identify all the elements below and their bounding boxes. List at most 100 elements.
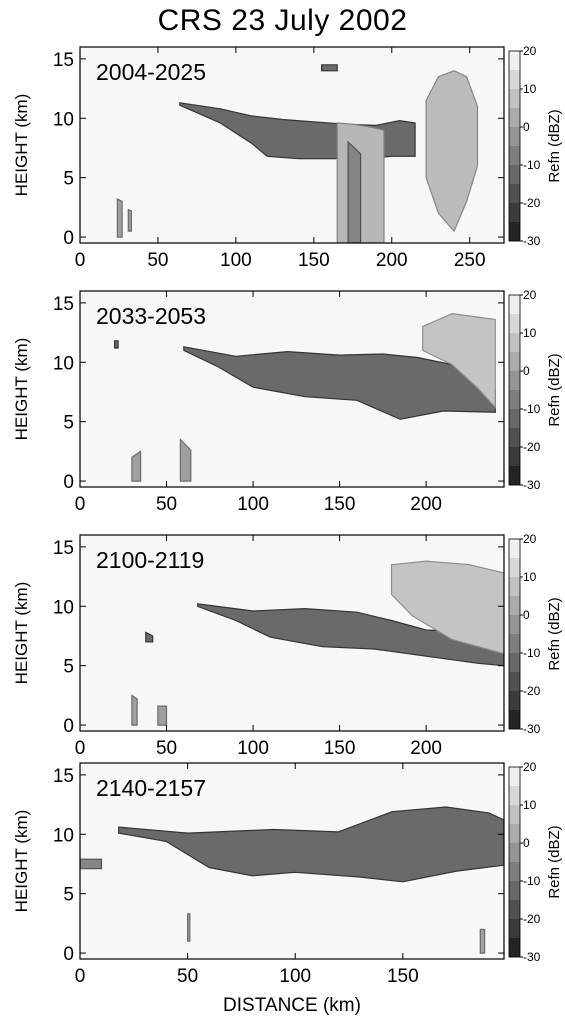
colorbar-segment <box>509 691 520 711</box>
x-tick-label: 200 <box>376 250 408 271</box>
colorbar-segment <box>509 862 520 882</box>
colorbar-tick-label: -20 <box>523 440 541 454</box>
echo-region <box>145 631 154 643</box>
echo-region <box>187 913 191 942</box>
colorbar-segment <box>509 89 520 109</box>
x-tick-label: 0 <box>75 966 86 987</box>
colorbar-segment <box>509 596 520 616</box>
echo-layer <box>131 560 504 726</box>
colorbar-tick-label: 10 <box>523 82 537 96</box>
colorbar-segment <box>509 900 520 920</box>
colorbar-segment <box>509 447 520 467</box>
y-tick-label: 0 <box>63 472 74 493</box>
colorbar-segment <box>509 805 520 825</box>
y-tick-label: 0 <box>63 228 74 249</box>
y-tick-label: 10 <box>53 597 74 618</box>
colorbar-segment <box>509 314 520 334</box>
colorbar-tick-label: -20 <box>523 684 541 698</box>
colorbar-segment <box>509 767 520 787</box>
x-tick-label: 100 <box>220 250 252 271</box>
x-tick-label: 150 <box>324 494 356 515</box>
y-tick-label: 5 <box>63 169 74 190</box>
echo-region <box>183 346 496 420</box>
colorbar-label: Refn (dBZ) <box>546 597 563 670</box>
colorbar-label: Refn (dBZ) <box>546 109 563 182</box>
echo-region <box>390 560 504 655</box>
colorbar-tick-label: 0 <box>523 364 530 378</box>
colorbar-tick-label: 0 <box>523 608 530 622</box>
colorbar-segment <box>509 184 520 204</box>
plot-frame <box>79 762 505 960</box>
y-tick-label: 15 <box>53 50 74 71</box>
echo-region <box>116 198 123 238</box>
x-tick-label: 0 <box>75 494 86 515</box>
y-axis-label: HEIGHT (km) <box>12 582 31 685</box>
echo-region <box>197 603 504 667</box>
colorbar-tick-label: 0 <box>523 120 530 134</box>
figure-title: CRS 23 July 2002 <box>157 4 408 37</box>
colorbar-segment <box>509 881 520 901</box>
y-tick-label: 5 <box>63 885 74 906</box>
panel-time-label: 2100-2119 <box>96 547 204 573</box>
echo-region <box>479 928 486 954</box>
colorbar-tick-label: 20 <box>523 288 537 302</box>
colorbar-segment <box>509 577 520 597</box>
echo-region <box>157 705 168 726</box>
x-tick-label: 50 <box>177 966 198 987</box>
colorbar-tick-label: -30 <box>523 478 541 492</box>
colorbar-segment <box>509 653 520 673</box>
colorbar-tick-label: -30 <box>523 950 541 964</box>
colorbar-segment <box>509 203 520 223</box>
colorbar-segment <box>509 333 520 353</box>
y-tick-label: 0 <box>63 944 74 965</box>
echo-layer <box>113 312 496 482</box>
colorbar-segment <box>509 70 520 90</box>
echo-region <box>127 208 132 232</box>
y-tick-label: 5 <box>63 657 74 678</box>
colorbar-segment <box>509 539 520 559</box>
colorbar-segment <box>509 390 520 410</box>
echo-region <box>321 64 338 72</box>
echo-region <box>80 858 103 870</box>
x-tick-label: 50 <box>147 250 168 271</box>
y-axis-label: HEIGHT (km) <box>12 94 31 197</box>
x-tick-label: 50 <box>156 494 177 515</box>
colorbar-segment <box>509 428 520 448</box>
colorbar-segment <box>509 371 520 391</box>
colorbar-tick-label: 10 <box>523 798 537 812</box>
colorbar-tick-label: -10 <box>523 646 541 660</box>
colorbar-segment <box>509 108 520 128</box>
colorbar-segment <box>509 938 520 958</box>
panel-time-label: 2004-2025 <box>96 59 206 85</box>
colorbar-segment <box>509 615 520 635</box>
echo-region <box>131 450 142 482</box>
y-tick-label: 0 <box>63 716 74 737</box>
x-tick-label: 200 <box>410 494 442 515</box>
colorbar-segment <box>509 295 520 315</box>
echo-region <box>179 438 192 482</box>
x-tick-label: 100 <box>279 966 311 987</box>
y-tick-label: 10 <box>53 109 74 130</box>
x-tick-label: 150 <box>324 738 356 759</box>
y-tick-label: 15 <box>53 538 74 559</box>
colorbar-tick-label: -20 <box>523 912 541 926</box>
colorbar-tick-label: 20 <box>523 44 537 58</box>
colorbar-segment <box>509 127 520 147</box>
plot-frame <box>79 46 505 244</box>
x-tick-label: 200 <box>410 738 442 759</box>
colorbar-label: Refn (dBZ) <box>546 825 563 898</box>
colorbar-tick-label: 10 <box>523 326 537 340</box>
plot-frame <box>79 290 505 488</box>
colorbar-segment <box>509 634 520 654</box>
colorbar-segment <box>509 672 520 692</box>
x-axis-label: DISTANCE (km) <box>223 995 361 1016</box>
colorbar-tick-label: -10 <box>523 874 541 888</box>
colorbar-frame <box>508 538 521 730</box>
y-tick-label: 15 <box>53 766 74 787</box>
colorbar-tick-label: 20 <box>523 532 537 546</box>
y-axis-label: HEIGHT (km) <box>12 338 31 441</box>
